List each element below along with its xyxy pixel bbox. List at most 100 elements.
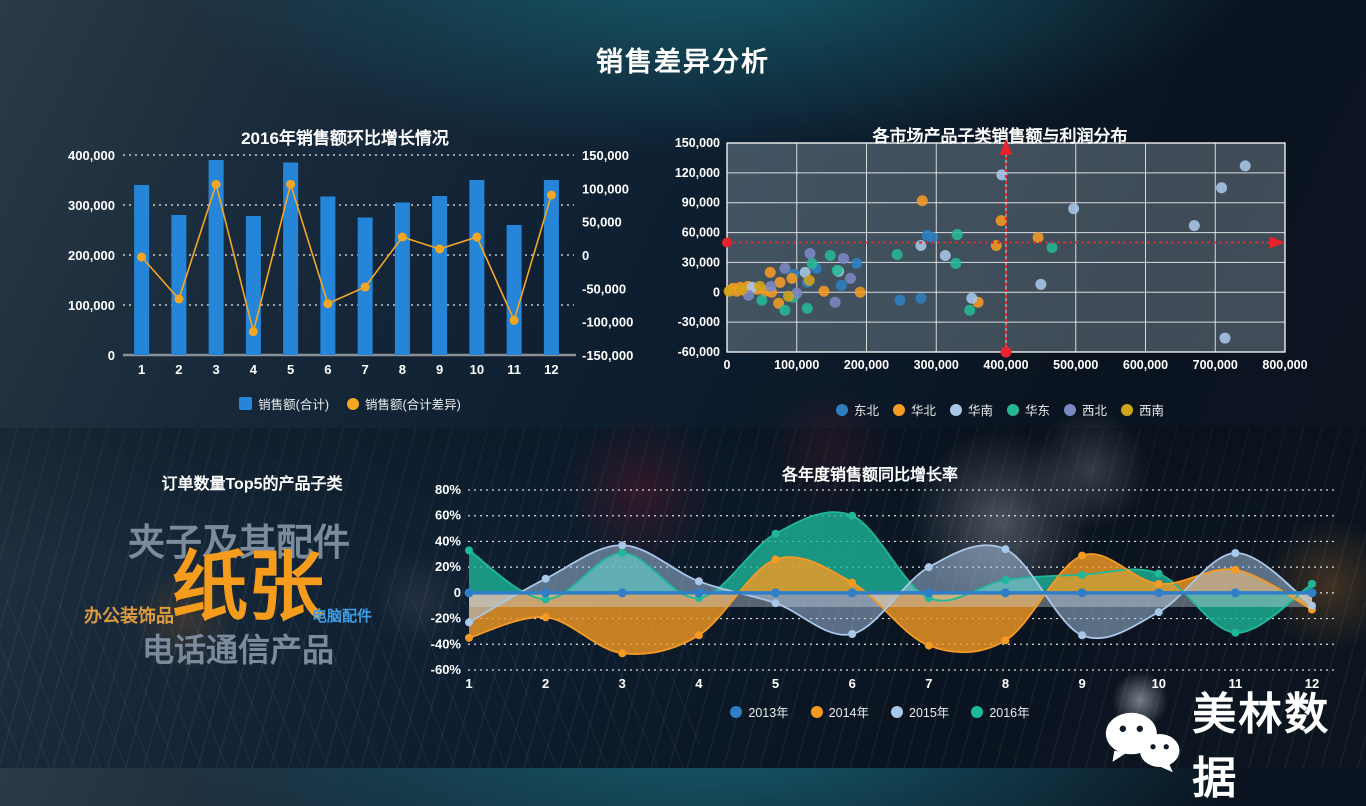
scatter-point-华北	[854, 286, 866, 298]
combo-line-dot	[472, 232, 482, 242]
huanan-label: 华南	[967, 404, 993, 418]
area-dot-2014年	[1231, 565, 1240, 574]
area-x-label: 3	[619, 676, 626, 691]
legend-item-2015[interactable]: 2015年	[891, 702, 949, 721]
y2015-label: 2015年	[909, 706, 950, 720]
area-dot-2015年	[465, 618, 473, 627]
combo-bar	[506, 225, 522, 355]
combo-bar	[320, 196, 336, 355]
combo-line-dot	[248, 327, 258, 337]
area-dot-2015年	[618, 541, 627, 550]
wordcloud-word-telecom-products: 电话通信产品	[142, 632, 335, 668]
combo-right-tick: 50,000	[582, 215, 622, 230]
legend-item-sales-diff[interactable]: 销售额(合计差异)	[347, 394, 461, 413]
scatter-x-tick: 800,000	[1262, 358, 1307, 372]
area-dot-2013年	[771, 588, 781, 598]
scatter-x-tick: 200,000	[844, 358, 889, 372]
scatter-point-华北	[774, 276, 786, 288]
combo-line-dot	[397, 232, 407, 242]
scatter-point-华南	[1188, 220, 1200, 232]
area-x-label: 6	[849, 676, 856, 691]
combo-bar	[394, 202, 410, 355]
area-dot-2016年	[1001, 576, 1010, 584]
scatter-point-华南	[915, 240, 927, 252]
legend-item-2016[interactable]: 2016年	[971, 702, 1030, 721]
area-legend: 2013年 2014年 2015年 2016年	[600, 702, 1160, 721]
scatter-point-华东	[806, 257, 818, 269]
scatter-point-华东	[951, 229, 963, 241]
scatter-y-tick: 150,000	[675, 136, 720, 150]
scatter-ref-vline-dot	[1000, 346, 1012, 358]
scatter-point-华南	[996, 169, 1008, 181]
scatter-legend: 东北 华北 华南 华东 西北 西南	[780, 400, 1220, 419]
wordcloud-word-computer-accessories: 电脑配件	[312, 608, 373, 625]
scatter-point-西南	[736, 283, 748, 295]
combo-month-label: 1	[138, 362, 145, 377]
scatter-x-tick: 700,000	[1193, 358, 1238, 372]
combo-month-label: 9	[436, 362, 443, 377]
scatter-ref-hline-dot	[722, 237, 732, 248]
area-dot-2016年	[1078, 570, 1087, 579]
scatter-point-西北	[791, 287, 803, 299]
scatter-point-华南	[1068, 203, 1080, 215]
legend-item-dongbei[interactable]: 东北	[835, 400, 879, 419]
scatter-y-tick: -60,000	[678, 345, 720, 359]
sales-diff-label: 销售额(合计差异)	[365, 398, 461, 412]
legend-item-2013[interactable]: 2013年	[730, 702, 789, 721]
scatter-y-tick: 120,000	[675, 166, 720, 180]
xinan-swatch	[1121, 403, 1134, 416]
legend-item-2014[interactable]: 2014年	[810, 702, 869, 721]
area-y-tick: 40%	[435, 533, 461, 548]
area-x-label: 10	[1151, 676, 1165, 691]
scatter-point-华南	[939, 249, 951, 261]
scatter-point-东北	[835, 279, 847, 291]
sales-total-swatch	[239, 397, 253, 410]
wechat-icon	[1105, 712, 1180, 773]
scatter-point-西北	[829, 296, 841, 308]
scatter-point-华东	[964, 304, 976, 316]
legend-item-xibei[interactable]: 西北	[1064, 400, 1107, 419]
combo-bar	[469, 180, 485, 355]
legend-item-sales-total[interactable]: 销售额(合计)	[239, 394, 329, 413]
combo-bar	[283, 162, 299, 355]
legend-item-huanan[interactable]: 华南	[949, 400, 993, 419]
area-dot-2013年	[541, 588, 551, 598]
legend-item-huadong[interactable]: 华东	[1007, 400, 1050, 419]
area-chart-title: 各年度销售额同比增长率	[781, 467, 958, 484]
combo-bar	[134, 185, 150, 355]
xibei-label: 西北	[1082, 404, 1108, 418]
area-x-label: 7	[925, 676, 932, 691]
combo-month-label: 3	[213, 362, 220, 377]
y2015-swatch	[891, 705, 903, 718]
scatter-point-华北	[916, 195, 928, 207]
area-dot-2015年	[1078, 631, 1087, 640]
combo-left-tick: 0	[108, 348, 115, 363]
area-x-label: 4	[695, 676, 703, 691]
scatter-point-华北	[995, 215, 1007, 227]
scatter-point-华南	[1239, 160, 1251, 172]
scatter-point-西南	[723, 285, 735, 297]
area-dot-2014年	[694, 631, 703, 640]
area-fill-2016年	[469, 512, 1312, 633]
wordcloud-word-office-decor: 办公装饰品	[84, 606, 174, 626]
area-dot-2014年	[848, 578, 857, 587]
y2014-swatch	[810, 705, 823, 718]
scatter-point-华北	[786, 272, 798, 284]
combo-line-dot	[360, 282, 370, 292]
area-dot-2014年	[618, 649, 627, 658]
area-dot-2014年	[1001, 636, 1010, 645]
scatter-x-tick: 100,000	[774, 358, 819, 372]
wordcloud-title: 订单数量Top5的产品子类	[161, 476, 343, 493]
scatter-y-tick: 90,000	[682, 196, 720, 210]
legend-item-huabei[interactable]: 华北	[892, 400, 936, 419]
legend-item-xinan[interactable]: 西南	[1121, 400, 1164, 419]
scatter-x-tick: 500,000	[1053, 358, 1098, 372]
area-y-tick: 60%	[435, 508, 461, 523]
area-y-tick: 80%	[435, 482, 461, 497]
area-y-tick: 20%	[435, 559, 461, 574]
area-dot-2015年	[541, 574, 550, 583]
scatter-point-华东	[950, 257, 962, 269]
scatter-x-tick: 300,000	[914, 358, 959, 372]
scatter-point-西北	[779, 262, 791, 274]
scatter-point-华北	[818, 285, 830, 297]
